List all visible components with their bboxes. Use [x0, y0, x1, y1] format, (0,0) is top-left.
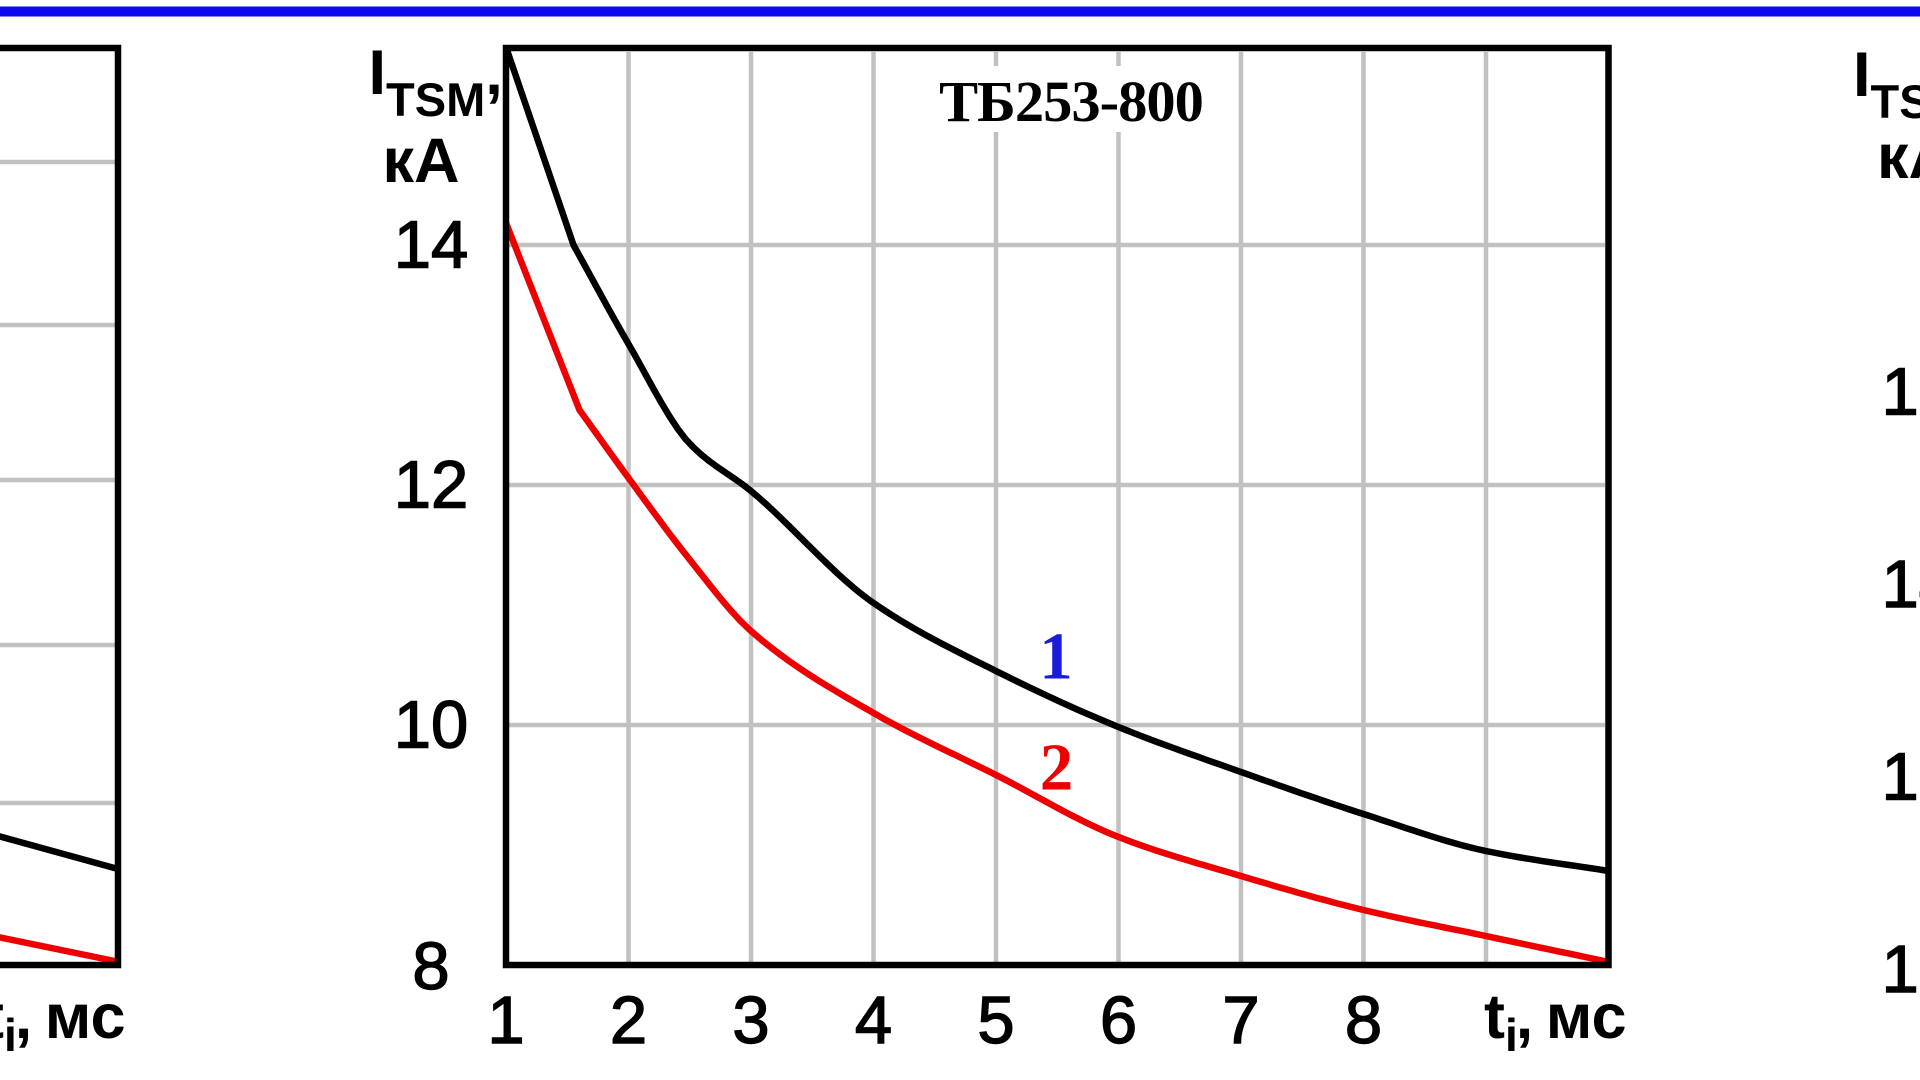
svg-text:8: 8	[1345, 983, 1382, 1058]
svg-text:4: 4	[855, 983, 892, 1058]
svg-text:14: 14	[394, 208, 469, 283]
svg-text:2: 2	[610, 983, 647, 1058]
svg-text:6: 6	[1100, 983, 1137, 1058]
svg-text:ТБ253-800: ТБ253-800	[939, 69, 1203, 134]
svg-text:1: 1	[1039, 620, 1073, 694]
svg-text:3: 3	[732, 983, 769, 1058]
svg-text:12: 12	[394, 448, 469, 523]
svg-text:кА: кА	[382, 126, 459, 196]
svg-text:14: 14	[1882, 547, 1920, 622]
svg-text:10: 10	[394, 688, 469, 763]
svg-text:1: 1	[487, 983, 524, 1058]
svg-text:7: 7	[1222, 983, 1259, 1058]
svg-text:2: 2	[1040, 731, 1074, 805]
svg-text:8: 8	[412, 929, 449, 1004]
svg-text:ti, мс: ti, мс	[1484, 982, 1627, 1061]
svg-text:5: 5	[977, 983, 1014, 1058]
svg-text:16: 16	[1882, 355, 1920, 430]
svg-text:12: 12	[1882, 740, 1920, 815]
svg-text:ti, мс: ti, мс	[0, 982, 126, 1061]
svg-text:10: 10	[1882, 932, 1920, 1007]
svg-text:кА: кА	[1877, 122, 1920, 192]
